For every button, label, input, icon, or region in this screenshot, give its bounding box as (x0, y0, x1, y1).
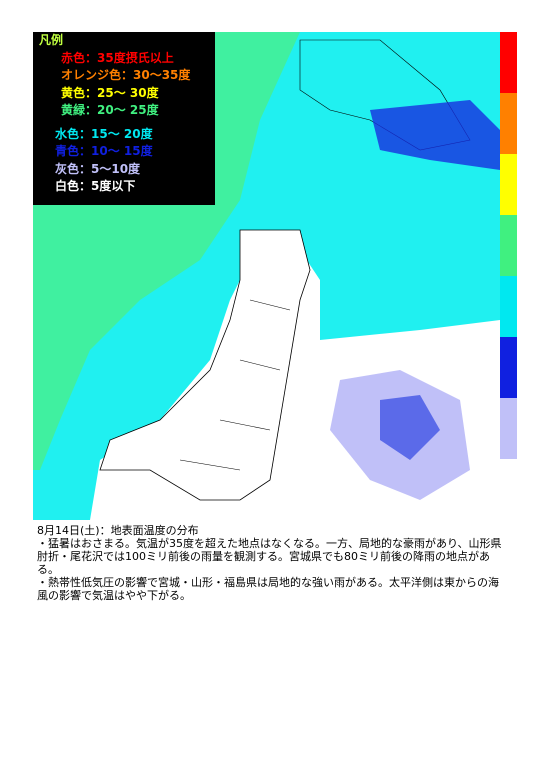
legend-item: 黄緑：20～ 25度 (61, 103, 159, 117)
color-swatch (500, 276, 517, 337)
map (33, 32, 517, 520)
color-bar (500, 32, 517, 459)
cool-patch (380, 395, 440, 460)
legend-item: 灰色：5～10度 (55, 161, 141, 176)
legend-item: 黄色：25～ 30度 (61, 85, 159, 100)
color-swatch (500, 337, 517, 398)
legend: 凡例 赤色：35度摂氏以上オレンジ色：30～35度 黄色：25～ 30度 黄緑：20… (33, 32, 215, 205)
warm-zone (33, 32, 300, 470)
color-swatch (500, 93, 517, 154)
legend-title: 凡例 (39, 33, 64, 47)
prefecture-borders (179, 299, 291, 471)
legend-item: 白色：5度以下 (55, 179, 136, 193)
color-swatch (500, 215, 517, 276)
legend-item: 赤色：35度摂氏以上 (61, 50, 174, 65)
color-swatch (500, 398, 517, 459)
legend-item: 青色：10～ 15度 (55, 144, 153, 158)
tohoku (99, 229, 311, 501)
caption: 8月14日(土)：地表面温度の分布 ・猛暑はおさまる。気温が35度を超えた地点は… (37, 524, 507, 602)
caption-bullet: ・熱帯性低気圧の影響で宮城・山形・福島県は局地的な強い雨がある。太平洋側は東から… (37, 576, 499, 602)
cool-patch (370, 100, 500, 170)
caption-heading: 8月14日(土)：地表面温度の分布 (37, 524, 199, 537)
caption-bullet: ・猛暑はおさまる。気温が35度を超えた地点はなくなる。一方、局地的な豪雨があり、… (37, 537, 502, 576)
legend-item: 水色：15～ 20度 (55, 126, 153, 141)
legend-item: オレンジ色：30～35度 (61, 68, 191, 82)
color-swatch (500, 32, 517, 93)
color-swatch (500, 154, 517, 215)
